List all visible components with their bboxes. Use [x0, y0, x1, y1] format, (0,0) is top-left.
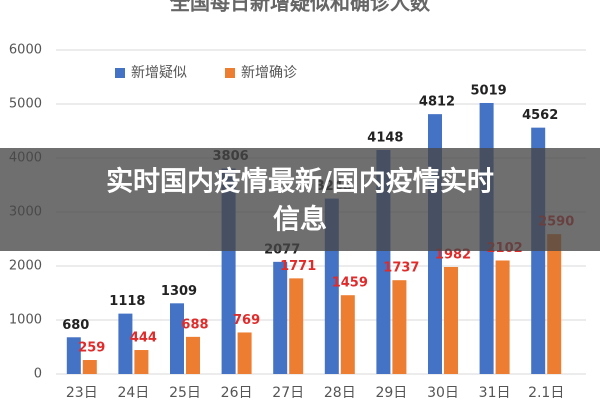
x-tick-label: 26日: [221, 385, 253, 400]
bar: [340, 295, 355, 374]
bar: [289, 278, 304, 374]
data-label: 4148: [367, 131, 403, 146]
data-label: 1309: [161, 284, 197, 299]
bar: [66, 337, 81, 374]
x-tick-label: 31日: [479, 385, 511, 400]
x-tick-label: 2.1日: [528, 385, 564, 400]
chart-title: 全国每日新增疑似和确诊人数: [169, 0, 431, 15]
data-label: 4812: [419, 95, 455, 110]
bar: [495, 260, 510, 374]
y-tick-label: 1000: [9, 313, 42, 328]
bar: [392, 280, 407, 374]
banner-background: [0, 148, 600, 251]
data-label: 1771: [280, 259, 316, 274]
x-tick-label: 24日: [117, 385, 149, 400]
data-label: 444: [130, 331, 157, 346]
data-label: 680: [62, 318, 89, 333]
banner-text: 信息: [273, 204, 327, 236]
bar: [82, 360, 97, 374]
legend-label: 新增确诊: [241, 65, 297, 81]
x-tick-label: 25日: [169, 385, 201, 400]
bar: [444, 266, 458, 374]
bar: [186, 336, 200, 374]
banner-text: 实时国内疫情最新/国内疫情实时: [106, 166, 494, 198]
x-tick-label: 27日: [272, 385, 304, 400]
bar: [118, 313, 133, 374]
data-label: 1737: [383, 261, 419, 276]
data-label: 4562: [522, 108, 558, 123]
y-tick-label: 2000: [9, 259, 42, 274]
bar: [170, 303, 184, 374]
legend-swatch: [225, 68, 235, 78]
data-label: 688: [181, 317, 208, 332]
x-tick-label: 28日: [324, 385, 356, 400]
y-tick-label: 5000: [9, 97, 42, 112]
bar: [134, 350, 149, 374]
data-label: 5019: [471, 83, 507, 98]
y-tick-label: 0: [34, 367, 42, 382]
x-tick-label: 23日: [66, 385, 98, 400]
data-label: 1459: [332, 276, 368, 291]
data-label: 259: [78, 341, 105, 356]
bar: [547, 234, 562, 374]
legend-label: 新增疑似: [131, 65, 187, 81]
x-tick-label: 29日: [375, 385, 407, 400]
y-tick-label: 6000: [9, 43, 42, 58]
data-label: 1118: [109, 294, 145, 309]
bar: [273, 261, 288, 374]
x-tick-label: 30日: [427, 385, 459, 400]
legend-swatch: [115, 68, 125, 78]
data-label: 769: [233, 313, 260, 328]
bar: [237, 332, 252, 374]
data-label: 1982: [435, 247, 471, 262]
